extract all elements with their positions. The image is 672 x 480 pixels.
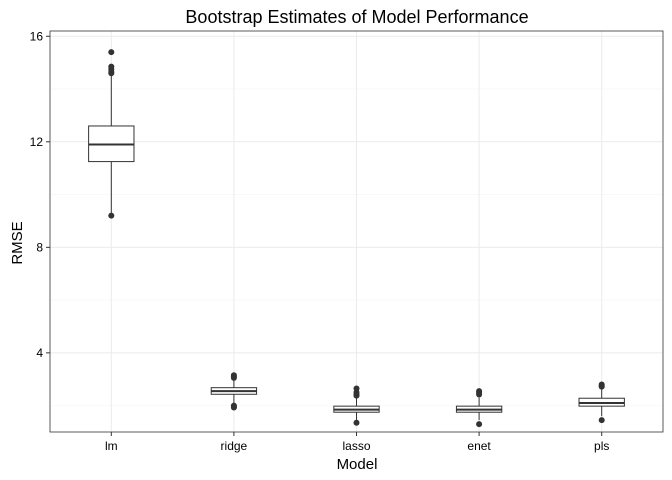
y-axis-label: RMSE <box>9 221 26 264</box>
outlier-point <box>108 70 115 77</box>
y-tick-label: 4 <box>36 346 43 360</box>
boxplot-lasso <box>333 385 380 426</box>
x-tick-label: enet <box>467 439 491 453</box>
outlier-point <box>476 391 483 398</box>
boxplot-pls <box>578 381 625 424</box>
outlier-point <box>230 374 237 381</box>
outlier-point <box>353 419 360 426</box>
x-tick-label: pls <box>594 439 609 453</box>
y-tick-label: 12 <box>30 135 44 149</box>
y-axis-ticks: 4 8 12 16 <box>30 29 50 360</box>
y-tick-label: 16 <box>30 29 44 43</box>
x-axis-ticks: lm ridge lasso enet pls <box>105 432 609 453</box>
grid <box>50 31 663 432</box>
x-tick-label: lasso <box>342 439 370 453</box>
chart-title: Bootstrap Estimates of Model Performance <box>185 7 528 27</box>
outlier-point <box>598 383 605 390</box>
x-tick-label: ridge <box>221 439 248 453</box>
outlier-point <box>108 49 115 56</box>
outlier-point <box>353 392 360 399</box>
outlier-point <box>598 417 605 424</box>
boxplot-lm <box>88 49 135 219</box>
x-axis-label: Model <box>337 456 378 473</box>
x-tick-label: lm <box>105 439 118 453</box>
boxplots <box>88 49 625 428</box>
y-tick-label: 8 <box>36 240 43 254</box>
outlier-point <box>108 212 115 219</box>
outlier-point <box>230 404 237 411</box>
boxplot-enet <box>455 388 503 428</box>
boxplot-ridge <box>210 372 258 411</box>
outlier-point <box>476 421 483 428</box>
